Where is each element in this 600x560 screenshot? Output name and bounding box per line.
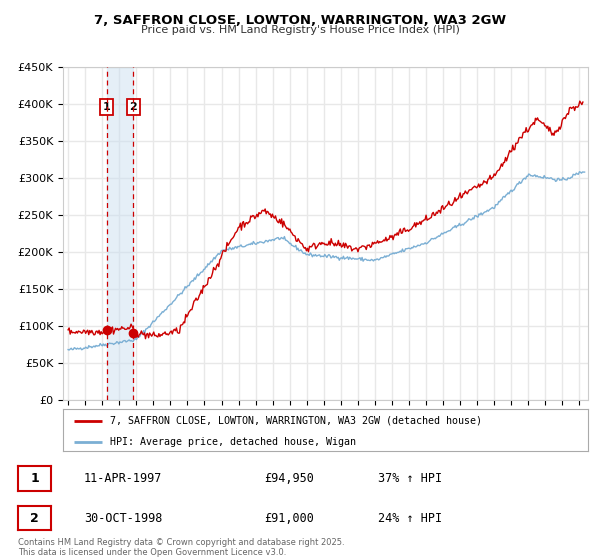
Text: Contains HM Land Registry data © Crown copyright and database right 2025.
This d: Contains HM Land Registry data © Crown c… xyxy=(18,538,344,557)
Text: 24% ↑ HPI: 24% ↑ HPI xyxy=(378,511,442,525)
Text: £94,950: £94,950 xyxy=(264,472,314,486)
Text: 1: 1 xyxy=(30,472,39,486)
Text: 11-APR-1997: 11-APR-1997 xyxy=(84,472,163,486)
Text: 30-OCT-1998: 30-OCT-1998 xyxy=(84,511,163,525)
Text: 2: 2 xyxy=(30,511,39,525)
Text: £91,000: £91,000 xyxy=(264,511,314,525)
Text: HPI: Average price, detached house, Wigan: HPI: Average price, detached house, Wiga… xyxy=(110,437,356,446)
Text: 1: 1 xyxy=(103,102,110,112)
Text: 37% ↑ HPI: 37% ↑ HPI xyxy=(378,472,442,486)
Text: Price paid vs. HM Land Registry's House Price Index (HPI): Price paid vs. HM Land Registry's House … xyxy=(140,25,460,35)
Text: 7, SAFFRON CLOSE, LOWTON, WARRINGTON, WA3 2GW (detached house): 7, SAFFRON CLOSE, LOWTON, WARRINGTON, WA… xyxy=(110,416,482,426)
Text: 2: 2 xyxy=(130,102,137,112)
Bar xyxy=(107,67,133,400)
Text: 7, SAFFRON CLOSE, LOWTON, WARRINGTON, WA3 2GW: 7, SAFFRON CLOSE, LOWTON, WARRINGTON, WA… xyxy=(94,14,506,27)
